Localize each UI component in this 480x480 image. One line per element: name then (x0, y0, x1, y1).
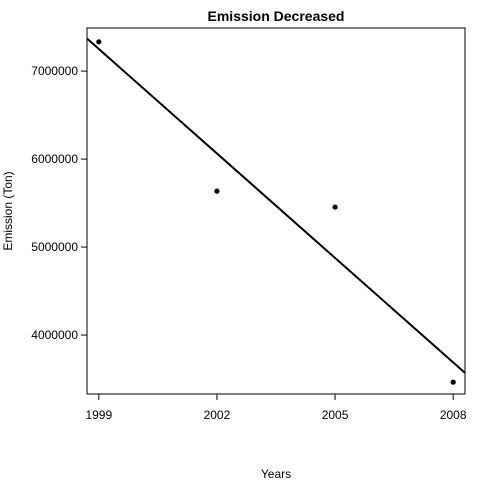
y-tick-label: 6000000 (31, 152, 78, 166)
chart-title: Emission Decreased (208, 8, 345, 24)
y-tick-label: 7000000 (31, 64, 78, 78)
data-points (96, 39, 456, 385)
x-axis-title: Years (261, 467, 291, 480)
data-point (214, 188, 220, 194)
x-tick-label: 2002 (204, 408, 231, 422)
data-point (96, 39, 102, 45)
trend-line (86, 37, 466, 374)
y-axis: 4000000 5000000 6000000 7000000 (31, 64, 87, 342)
x-tick-label: 1999 (85, 408, 112, 422)
x-tick-label: 2008 (440, 408, 467, 422)
x-tick-label: 2005 (322, 408, 349, 422)
plot-frame (86, 27, 466, 395)
y-axis-title: Emission (Ton) (1, 171, 15, 250)
y-tick-label: 4000000 (31, 328, 78, 342)
x-axis: 1999 2002 2005 2008 (85, 394, 467, 422)
data-point (332, 204, 338, 210)
data-point (450, 379, 456, 385)
y-tick-label: 5000000 (31, 240, 78, 254)
